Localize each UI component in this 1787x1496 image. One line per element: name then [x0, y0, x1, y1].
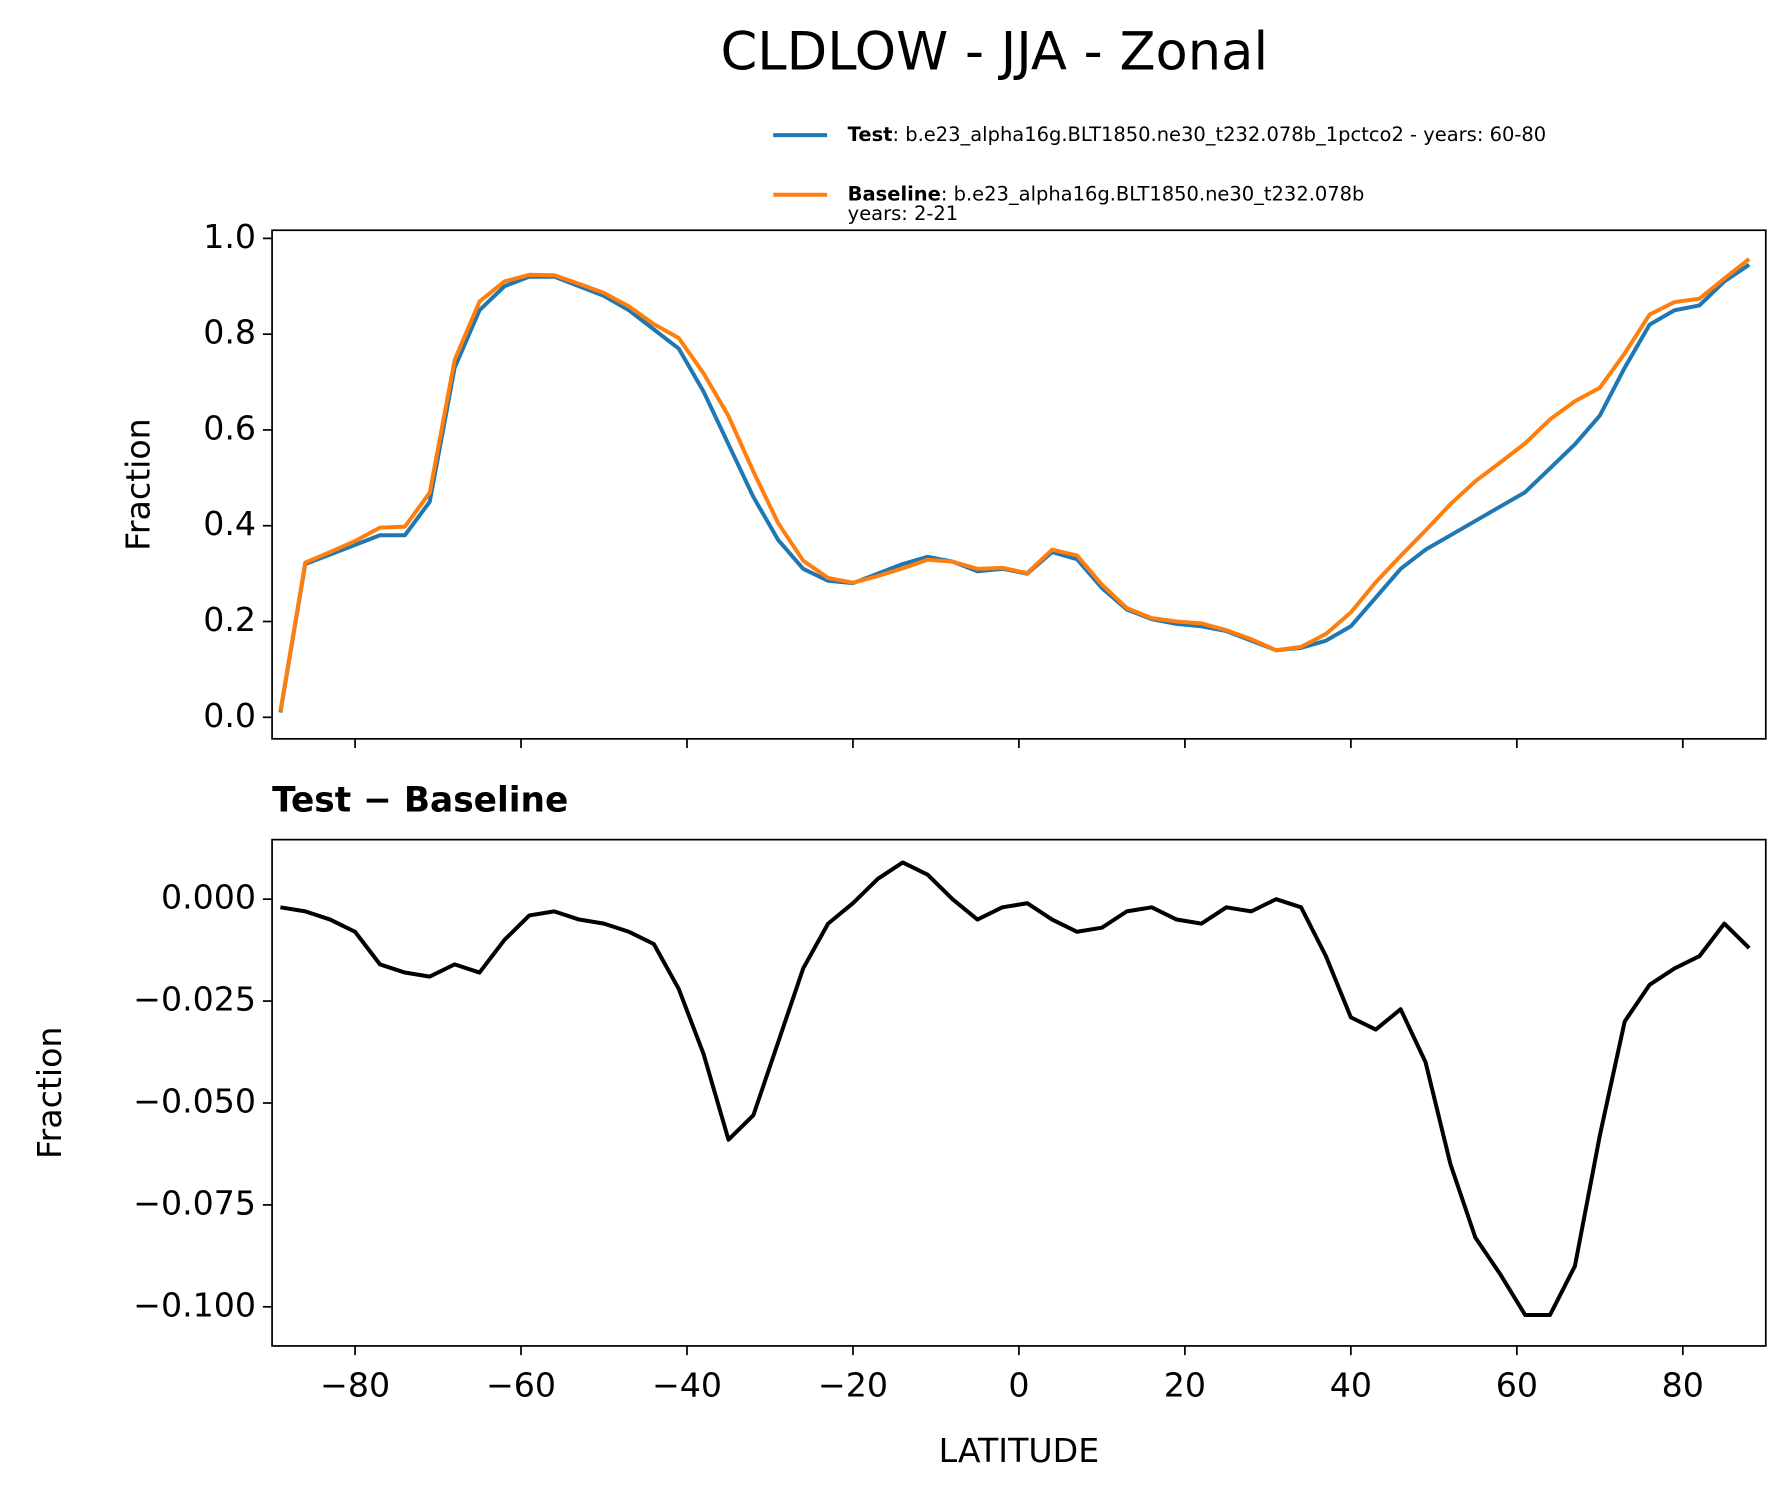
x-tick-label: 0 [1008, 1366, 1029, 1405]
legend-label: Test: b.e23_alpha16g.BLT1850.ne30_t232.0… [848, 123, 1546, 146]
figure-title: CLDLOW - JJA - Zonal [720, 22, 1268, 83]
y-tick-label: −0.075 [133, 1183, 256, 1222]
data-line [280, 860, 1751, 1317]
y-tick-label: −0.100 [133, 1285, 256, 1324]
y-axis-label: Fraction [118, 418, 157, 551]
legend-description: years: 2-21 [848, 202, 959, 225]
legend-label: Baseline: b.e23_alpha16g.BLT1850.ne30_t2… [848, 182, 1365, 205]
y-tick-label: 1.0 [203, 217, 256, 256]
y-tick-label: 0.4 [203, 504, 256, 543]
y-tick-label: 0.8 [203, 313, 256, 352]
y-tick-label: 0.6 [203, 408, 256, 447]
legend-description: : b.e23_alpha16g.BLT1850.ne30_t232.078b_… [892, 123, 1546, 146]
y-axis-label: Fraction [30, 1027, 69, 1160]
legend-label: years: 2-21 [848, 202, 959, 225]
data-line [278, 257, 1751, 712]
y-tick-label: 0.000 [161, 878, 256, 917]
x-tick-label: 60 [1496, 1366, 1538, 1405]
y-tick-label: −0.050 [133, 1081, 256, 1120]
x-tick-label: 20 [1164, 1366, 1206, 1405]
x-tick-label: 80 [1662, 1366, 1704, 1405]
axes-frame [271, 838, 1767, 1347]
subplot-title: Test − Baseline [272, 780, 568, 820]
x-tick-label: −40 [652, 1366, 722, 1405]
legend-name: Baseline [848, 182, 941, 205]
x-tick-label: −80 [320, 1366, 390, 1405]
x-tick-label: −20 [818, 1366, 888, 1405]
x-axis-label: LATITUDE [939, 1431, 1100, 1470]
axes-frame [271, 229, 1767, 740]
y-tick-label: −0.025 [133, 980, 256, 1019]
x-tick-label: −60 [486, 1366, 556, 1405]
legend-name: Test [848, 123, 893, 146]
x-tick-label: 40 [1330, 1366, 1372, 1405]
legend-description: : b.e23_alpha16g.BLT1850.ne30_t232.078b [941, 182, 1365, 205]
y-tick-label: 0.2 [203, 600, 256, 639]
data-line [278, 263, 1751, 713]
y-tick-label: 0.0 [203, 696, 256, 735]
